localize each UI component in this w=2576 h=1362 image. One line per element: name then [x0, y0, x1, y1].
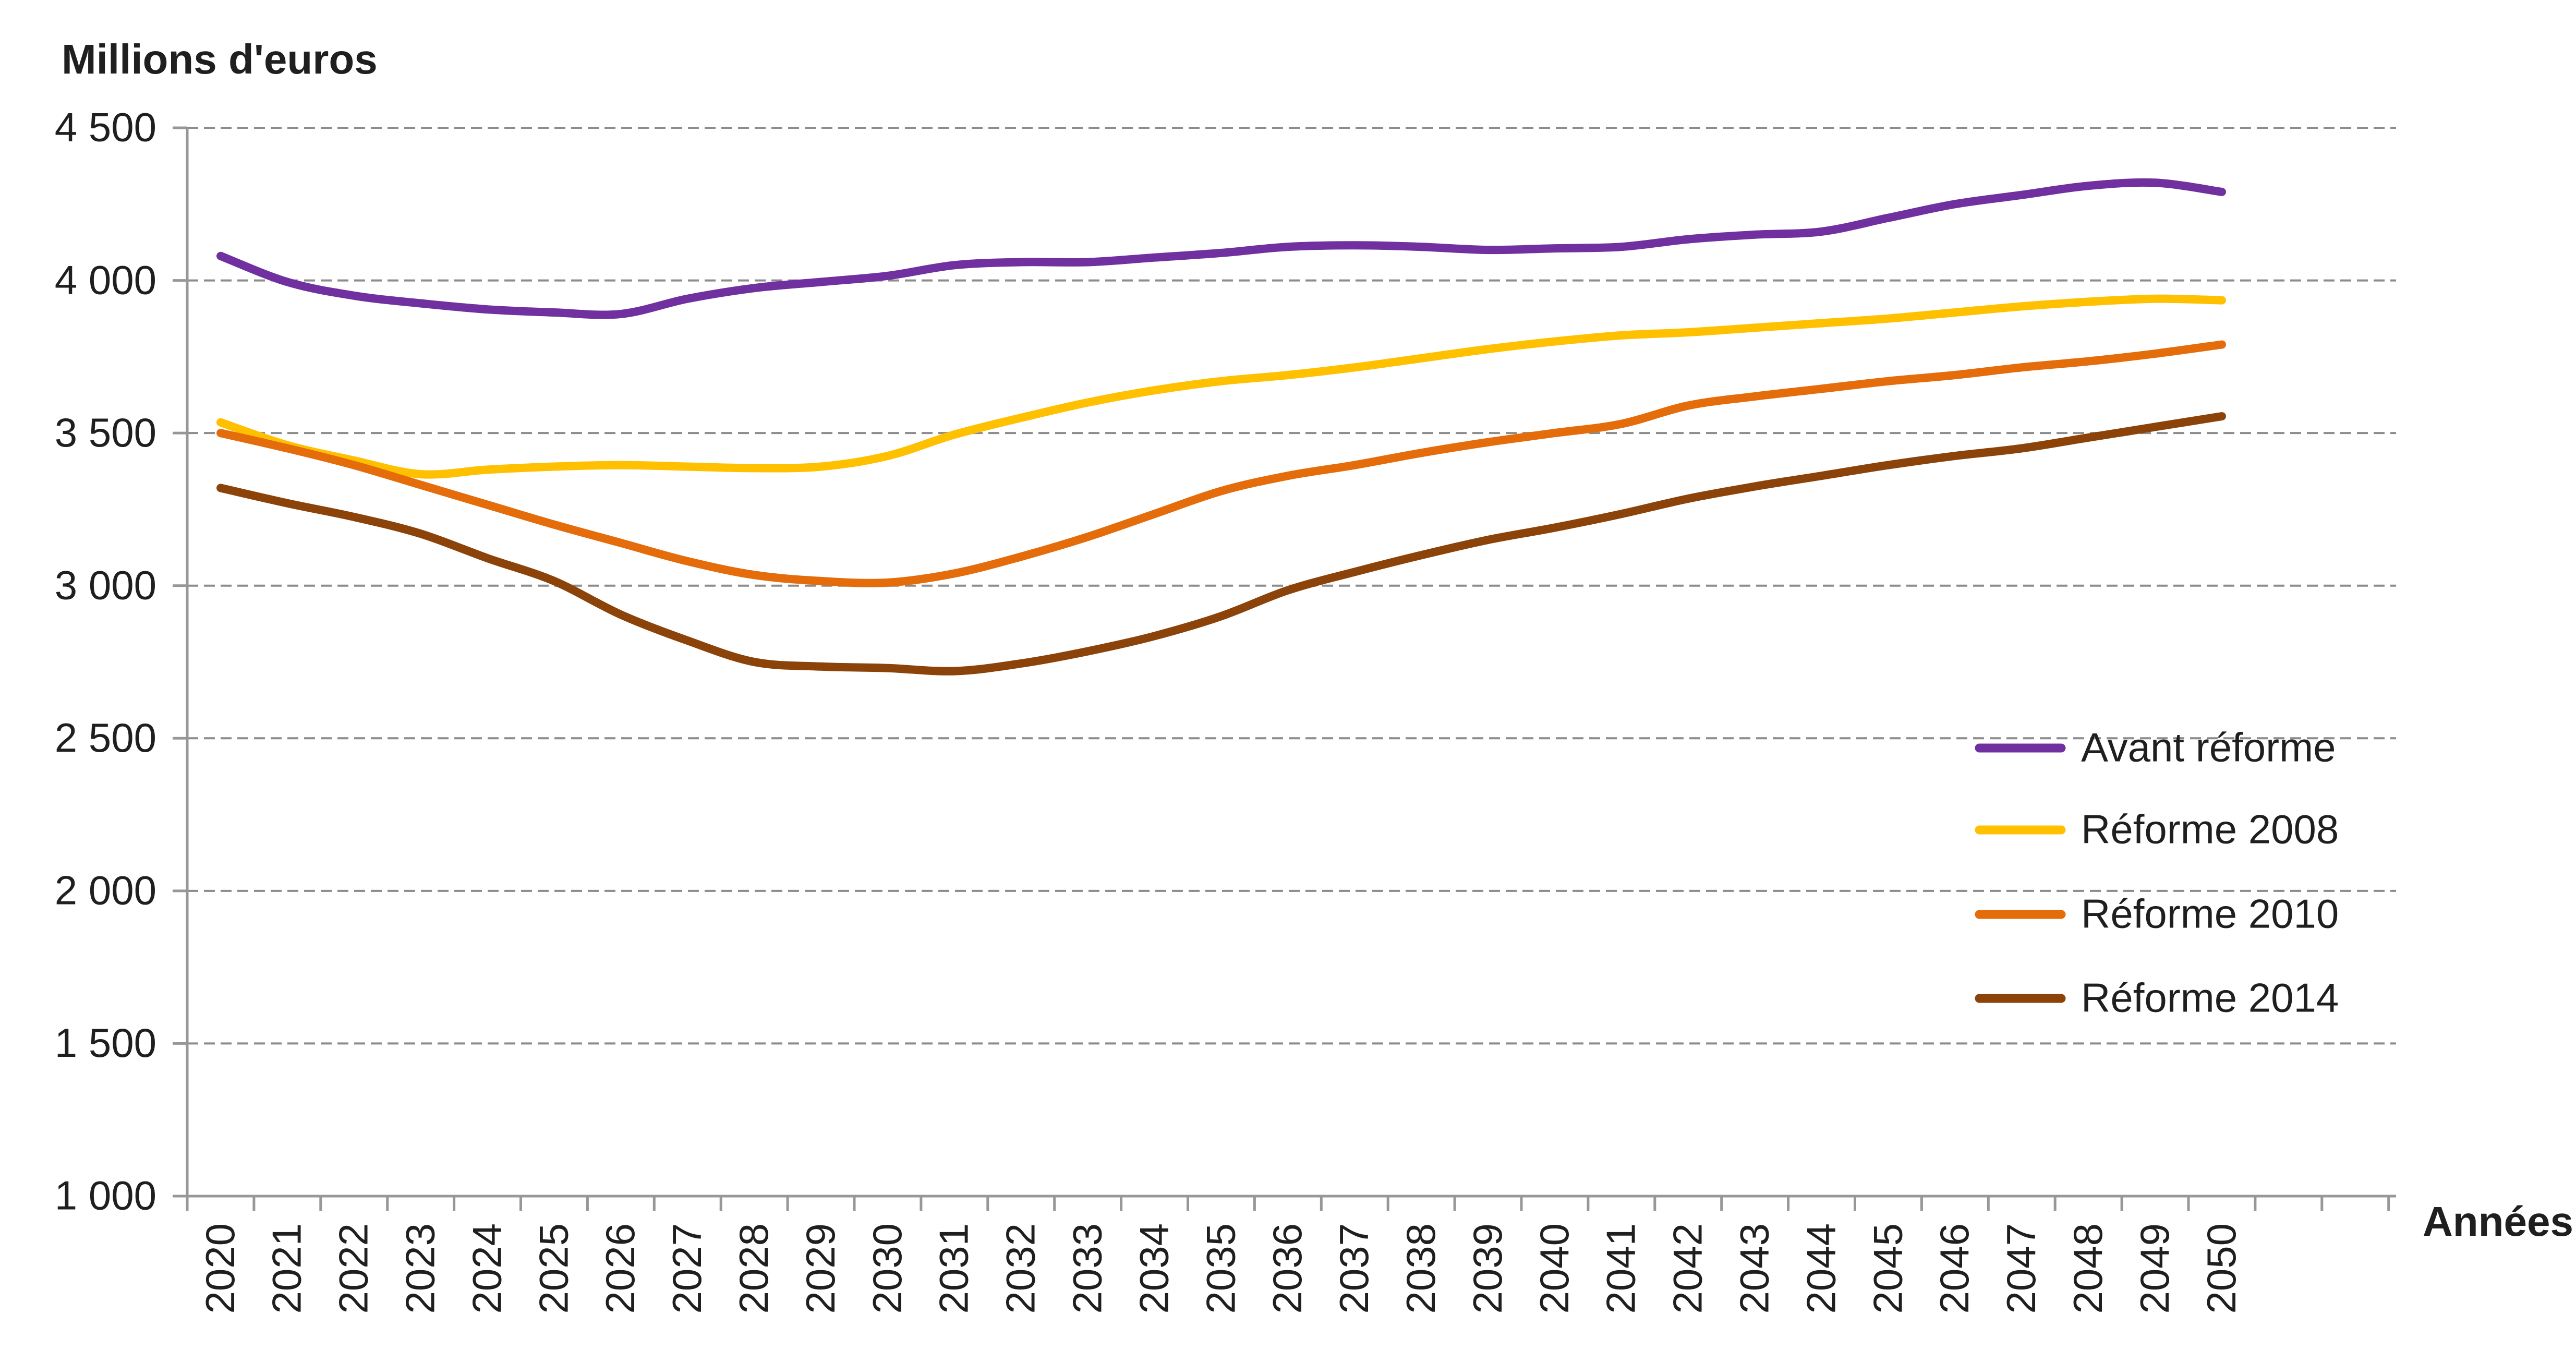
y-axis-title: Millions d'euros: [62, 36, 378, 82]
legend-label-reforme-2010: Réforme 2010: [2081, 891, 2339, 937]
y-tick-label: 4 000: [55, 257, 156, 303]
x-tick-label-2035: 2035: [1198, 1223, 1243, 1314]
legend-item-reforme-2014: Réforme 2014: [1975, 975, 2339, 1021]
y-tick-label: 4 500: [55, 104, 156, 150]
x-tick-label-2028: 2028: [731, 1223, 777, 1314]
x-tick-label-2046: 2046: [1931, 1223, 1977, 1314]
x-tick-label-2023: 2023: [397, 1223, 443, 1314]
legend-item-reforme-2010: Réforme 2010: [1975, 891, 2339, 937]
series-line-reforme-2008: [216, 294, 2226, 479]
x-axis-title: Années: [2423, 1198, 2573, 1245]
x-tick-label-2045: 2045: [1865, 1223, 1910, 1314]
y-tick-label: 3 000: [55, 562, 156, 608]
x-tick-label-2040: 2040: [1531, 1223, 1577, 1314]
x-tick-label-2047: 2047: [1998, 1223, 2044, 1314]
x-tick-label-2036: 2036: [1264, 1223, 1310, 1314]
x-tick-label-2027: 2027: [664, 1223, 710, 1314]
x-tick-label-2033: 2033: [1064, 1223, 1110, 1314]
series-line-avant-reforme: [216, 178, 2226, 319]
x-tick-label-2037: 2037: [1331, 1223, 1377, 1314]
x-tick-label-2041: 2041: [1598, 1223, 1644, 1314]
y-tick-label: 1 500: [55, 1020, 156, 1066]
legend-label-avant-reforme: Avant réforme: [2081, 725, 2336, 770]
x-tick-label-2032: 2032: [998, 1223, 1044, 1314]
legend-label-reforme-2008: Réforme 2008: [2081, 806, 2339, 852]
x-tick-label-2034: 2034: [1131, 1223, 1177, 1314]
series-line-reforme-2010: [216, 340, 2226, 587]
y-tick-label: 2 500: [55, 715, 156, 761]
x-tick-label-2030: 2030: [864, 1223, 910, 1314]
x-tick-label-2044: 2044: [1798, 1223, 1844, 1314]
x-tick-label-2026: 2026: [597, 1223, 643, 1314]
x-tick-label-2050: 2050: [2198, 1223, 2244, 1314]
x-tick-label-2031: 2031: [931, 1223, 977, 1314]
x-tick-label-2025: 2025: [530, 1223, 576, 1314]
x-tick-label-2024: 2024: [464, 1223, 510, 1314]
legend-item-reforme-2008: Réforme 2008: [1975, 806, 2339, 852]
x-tick-label-2020: 2020: [197, 1223, 243, 1314]
y-tick-label: 3 500: [55, 409, 156, 455]
series-line-reforme-2014: [216, 412, 2226, 676]
x-tick-label-2038: 2038: [1398, 1223, 1444, 1314]
y-tick-label: 1 000: [55, 1173, 156, 1219]
x-tick-label-2022: 2022: [331, 1223, 377, 1314]
x-tick-label-2029: 2029: [797, 1223, 843, 1314]
legend-item-avant-reforme: Avant réforme: [1975, 725, 2336, 770]
x-tick-label-2039: 2039: [1465, 1223, 1510, 1314]
x-tick-label-2043: 2043: [1731, 1223, 1777, 1314]
legend-label-reforme-2014: Réforme 2014: [2081, 975, 2339, 1021]
x-tick-label-2042: 2042: [1665, 1223, 1711, 1314]
x-tick-label-2048: 2048: [2065, 1223, 2111, 1314]
x-tick-label-2049: 2049: [2132, 1223, 2178, 1314]
x-tick-label-2021: 2021: [264, 1223, 310, 1314]
y-tick-label: 2 000: [55, 867, 156, 913]
